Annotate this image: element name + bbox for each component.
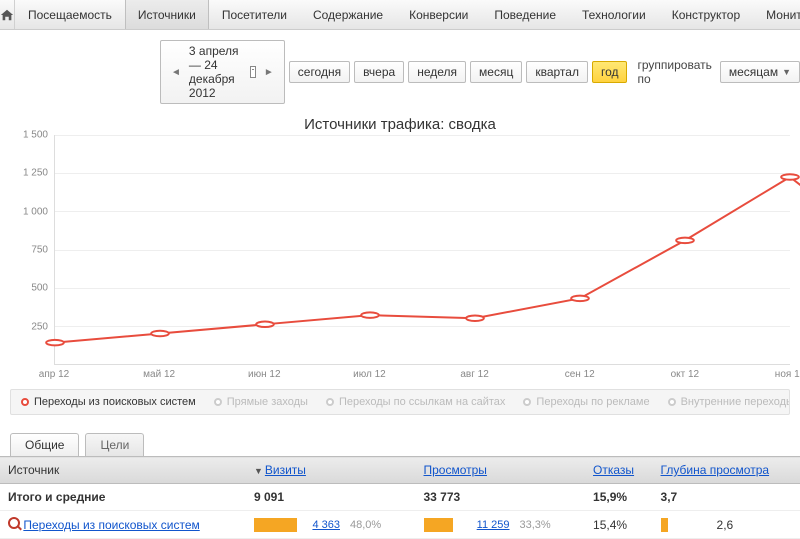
data-table: Источник▼ВизитыПросмотрыОтказыГлубина пр… xyxy=(0,456,800,539)
total-bounce: 15,9% xyxy=(585,484,653,511)
y-tick-label: 1 000 xyxy=(23,206,48,217)
home-button[interactable] xyxy=(0,0,15,29)
row-bounce-cell: 15,4% xyxy=(585,511,653,539)
period-button[interactable]: месяц xyxy=(470,61,522,83)
lower-tab[interactable]: Общие xyxy=(10,433,79,456)
bar-pct: 33,3% xyxy=(520,519,551,531)
x-tick-label: ноя 12 xyxy=(775,369,800,380)
chart-plot xyxy=(54,135,790,365)
legend-label: Переходы по рекламе xyxy=(536,396,649,408)
legend-label: Переходы по ссылкам на сайтах xyxy=(339,396,505,408)
calendar-icon xyxy=(250,66,255,78)
y-tick-label: 750 xyxy=(31,245,48,256)
legend-item[interactable]: Переходы из поисковых систем xyxy=(21,396,196,408)
legend-marker xyxy=(21,398,29,406)
chart-y-axis: 2505007501 0001 2501 500 xyxy=(10,135,54,365)
legend-item[interactable]: Переходы по ссылкам на сайтах xyxy=(326,396,505,408)
x-tick-label: май 12 xyxy=(143,369,175,380)
table-row: Переходы из поисковых систем 4 363 48,0% 11… xyxy=(0,511,800,539)
table-header-link[interactable]: Глубина просмотра xyxy=(661,463,770,477)
table-header-link[interactable]: Визиты xyxy=(265,463,306,477)
period-button[interactable]: квартал xyxy=(526,61,588,83)
x-tick-label: окт 12 xyxy=(671,369,700,380)
table-header-cell[interactable]: Просмотры xyxy=(416,457,586,484)
row-visits-cell: 4 363 48,0% xyxy=(246,511,416,539)
period-button[interactable]: неделя xyxy=(408,61,466,83)
row-views-cell: 11 259 33,3% xyxy=(416,511,586,539)
row-source-link[interactable]: Переходы из поисковых систем xyxy=(23,518,199,532)
legend-label: Прямые заходы xyxy=(227,396,308,408)
group-by-label: группировать по xyxy=(637,58,711,86)
period-button[interactable]: год xyxy=(592,61,628,83)
top-nav: ПосещаемостьИсточникиПосетителиСодержани… xyxy=(0,0,800,30)
chevron-down-icon: ▼ xyxy=(782,67,791,77)
total-depth: 3,7 xyxy=(653,484,800,511)
nav-tab[interactable]: Конверсии xyxy=(396,0,481,29)
date-range-text: 3 апреля — 24 декабря 2012 xyxy=(189,44,245,100)
x-tick-label: сен 12 xyxy=(565,369,595,380)
sort-desc-icon: ▼ xyxy=(254,466,263,476)
total-label: Итого и средние xyxy=(0,484,246,511)
legend-marker xyxy=(523,398,531,406)
lower-tabs: Общие Цели xyxy=(0,415,800,456)
legend-item[interactable]: Переходы по рекламе xyxy=(523,396,649,408)
table-header-cell[interactable]: Глубина просмотра xyxy=(653,457,800,484)
table-header-link[interactable]: Отказы xyxy=(593,463,634,477)
nav-tab[interactable]: Источники xyxy=(125,0,209,29)
row-source-cell: Переходы из поисковых систем xyxy=(0,511,246,539)
total-visits: 9 091 xyxy=(246,484,416,511)
bar xyxy=(661,518,711,532)
chart-line xyxy=(55,135,790,364)
legend-item[interactable]: Внутренние переходы xyxy=(668,396,790,408)
legend-label: Переходы из поисковых систем xyxy=(34,396,196,408)
x-tick-label: апр 12 xyxy=(39,369,69,380)
legend-marker xyxy=(668,398,676,406)
magnify-icon[interactable] xyxy=(8,517,20,529)
table-header-row: Источник▼ВизитыПросмотрыОтказыГлубина пр… xyxy=(0,457,800,484)
nav-tab[interactable]: Посещаемость xyxy=(15,0,125,29)
x-tick-label: авг 12 xyxy=(460,369,488,380)
table-header-link[interactable]: Просмотры xyxy=(424,463,487,477)
legend-marker xyxy=(214,398,222,406)
legend-marker xyxy=(326,398,334,406)
toolbar: ◄ 3 апреля — 24 декабря 2012 ► сегоднявч… xyxy=(0,30,800,110)
y-tick-label: 1 250 xyxy=(23,168,48,179)
nav-tab[interactable]: Посетители xyxy=(209,0,300,29)
table-header-cell[interactable]: Источник xyxy=(0,457,246,484)
nav-tab[interactable]: Конструктор xyxy=(659,0,753,29)
bar: 11 259 xyxy=(424,518,514,532)
chart-title: Источники трафика: сводка xyxy=(0,110,800,135)
y-tick-label: 250 xyxy=(31,321,48,332)
date-range-picker[interactable]: ◄ 3 апреля — 24 декабря 2012 ► xyxy=(160,40,285,104)
period-button[interactable]: сегодня xyxy=(289,61,350,83)
nav-tab[interactable]: Технологии xyxy=(569,0,659,29)
legend-item[interactable]: Прямые заходы xyxy=(214,396,308,408)
group-by-value: месяцам xyxy=(729,65,778,79)
row-depth-cell: 2,6 xyxy=(653,511,800,539)
table-header-cell[interactable]: ▼Визиты xyxy=(246,457,416,484)
chart: 2505007501 0001 2501 500 апр 12май 12июн… xyxy=(10,135,790,385)
y-tick-label: 500 xyxy=(31,283,48,294)
home-icon xyxy=(0,8,14,22)
nav-tab[interactable]: Мониторинг xyxy=(753,0,800,29)
lower-tab[interactable]: Цели xyxy=(85,433,144,456)
chart-legend: Переходы из поисковых систем Прямые заход… xyxy=(10,389,790,415)
total-views: 33 773 xyxy=(416,484,586,511)
table-total-row: Итого и средние9 09133 77315,9%3,7 xyxy=(0,484,800,511)
date-next-icon[interactable]: ► xyxy=(262,67,276,78)
chart-x-axis: апр 12май 12июн 12июл 12авг 12сен 12окт … xyxy=(54,365,790,385)
period-button[interactable]: вчера xyxy=(354,61,404,83)
bar: 4 363 xyxy=(254,518,344,532)
group-by-select[interactable]: месяцам ▼ xyxy=(720,61,800,83)
table-header-cell[interactable]: Отказы xyxy=(585,457,653,484)
legend-label: Внутренние переходы xyxy=(681,396,790,408)
date-prev-icon[interactable]: ◄ xyxy=(169,67,183,78)
y-tick-label: 1 500 xyxy=(23,130,48,141)
x-tick-label: июн 12 xyxy=(248,369,281,380)
bar-pct: 48,0% xyxy=(350,519,381,531)
nav-tab[interactable]: Поведение xyxy=(481,0,569,29)
x-tick-label: июл 12 xyxy=(353,369,386,380)
nav-tab[interactable]: Содержание xyxy=(300,0,396,29)
